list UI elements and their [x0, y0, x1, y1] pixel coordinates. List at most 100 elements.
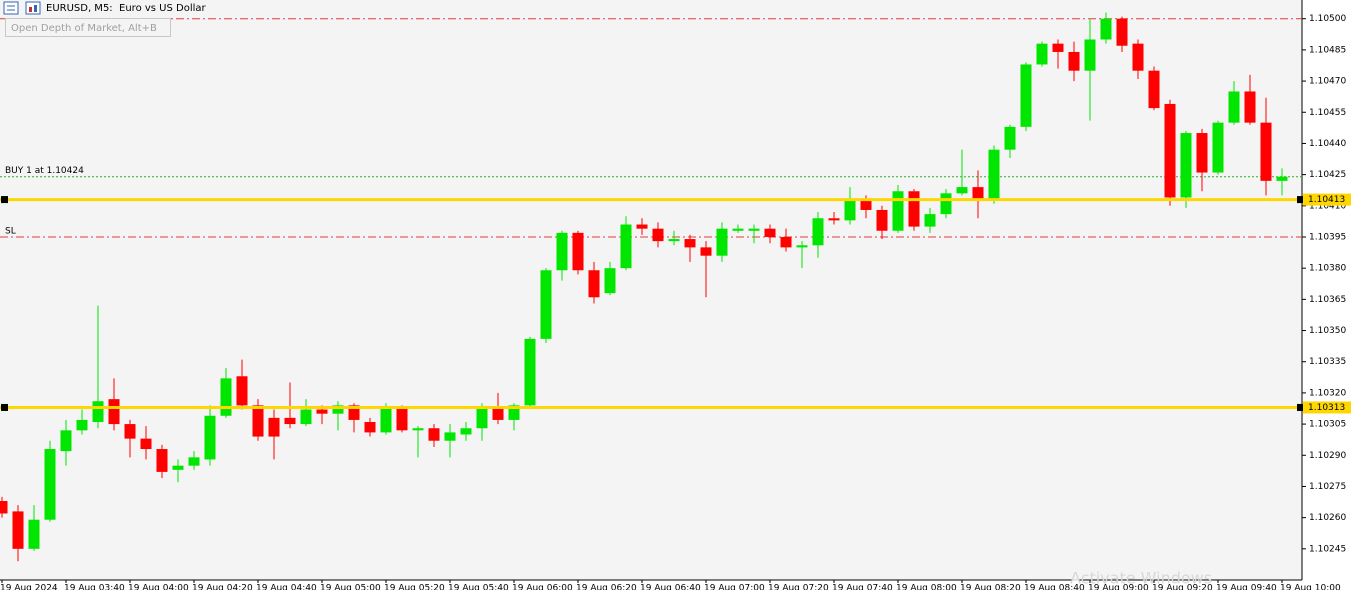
- y-tick-label: 1.10365: [1309, 295, 1346, 305]
- x-tick-label: 19 Aug 09:40: [1216, 584, 1277, 590]
- candle-body: [204, 415, 216, 460]
- level-handle: [1297, 403, 1304, 411]
- candle-body: [156, 449, 168, 472]
- candle-body: [1100, 18, 1112, 40]
- y-tick-label: 1.10275: [1309, 482, 1346, 492]
- candle-body: [476, 407, 488, 429]
- y-tick-label: 1.10425: [1309, 170, 1346, 180]
- candle-body: [1116, 18, 1128, 46]
- candle-body: [268, 417, 280, 437]
- y-tick-label: 1.10260: [1309, 513, 1346, 523]
- icon-bar: [29, 7, 32, 12]
- candle-body: [796, 245, 808, 248]
- plot-area: [0, 0, 1302, 580]
- candle-body: [300, 409, 312, 425]
- candle-body: [140, 438, 152, 450]
- candle-body: [0, 501, 8, 514]
- candle-body: [380, 407, 392, 433]
- candle-body: [876, 209, 888, 231]
- candle-body: [972, 187, 984, 200]
- candle-body: [1052, 43, 1064, 52]
- level-tag: [1303, 401, 1351, 414]
- candle-body: [316, 409, 328, 414]
- candle-body: [460, 428, 472, 435]
- level-label: 1.10413: [1308, 195, 1345, 205]
- candle-body: [748, 228, 760, 231]
- candle-body: [12, 511, 24, 549]
- candle-body: [716, 228, 728, 256]
- candle-body: [364, 422, 376, 433]
- candle-body: [924, 214, 936, 227]
- x-tick-label: 19 Aug 06:20: [576, 584, 637, 590]
- candle-body: [668, 239, 680, 242]
- y-tick-label: 1.10380: [1309, 264, 1346, 274]
- candle-body: [1004, 126, 1016, 150]
- candle-body: [604, 268, 616, 294]
- candle-body: [700, 247, 712, 256]
- candle-body: [236, 376, 248, 406]
- candle-body: [1180, 133, 1192, 198]
- candle-body: [1212, 122, 1224, 173]
- candle-body: [332, 405, 344, 414]
- y-tick-label: 1.10245: [1309, 544, 1346, 554]
- tooltip-box: [5, 18, 171, 37]
- y-tick-label: 1.10335: [1309, 357, 1346, 367]
- order-label: BUY 1 at 1.10424: [5, 166, 84, 176]
- candle-body: [1196, 133, 1208, 173]
- candle-body: [28, 519, 40, 549]
- candle-body: [124, 424, 136, 439]
- candle-body: [540, 270, 552, 339]
- candle-body: [76, 419, 88, 431]
- candle-body: [684, 239, 696, 248]
- candle-body: [348, 405, 360, 420]
- y-tick-label: 1.10395: [1309, 232, 1346, 242]
- candle-body: [764, 228, 776, 237]
- candle-body: [44, 449, 56, 520]
- y-tick-label: 1.10290: [1309, 451, 1346, 461]
- y-tick-label: 1.10500: [1309, 14, 1346, 24]
- candle-body: [620, 224, 632, 269]
- x-tick-label: 19 Aug 05:00: [320, 584, 381, 590]
- candle-body: [652, 228, 664, 242]
- menu-icon[interactable]: [3, 1, 19, 15]
- candle-body: [60, 430, 72, 452]
- candle-body: [108, 399, 120, 425]
- candle-body: [1228, 91, 1240, 123]
- y-tick-label: 1.10455: [1309, 108, 1346, 118]
- level-tag: [1303, 193, 1351, 206]
- candle-body: [1068, 51, 1080, 71]
- chart-icon[interactable]: [25, 1, 41, 15]
- x-tick-label: 19 Aug 04:20: [192, 584, 253, 590]
- icon-bar: [34, 5, 37, 12]
- candle-body: [1244, 91, 1256, 123]
- y-tick-label: 1.10485: [1309, 45, 1346, 55]
- y-tick-label: 1.10410: [1309, 201, 1346, 211]
- level-label: 1.10313: [1308, 403, 1345, 413]
- candle-body: [588, 270, 600, 298]
- x-tick-label: 19 Aug 03:40: [64, 584, 125, 590]
- x-tick-label: 19 Aug 08:40: [1024, 584, 1085, 590]
- x-tick-label: 19 Aug 06:00: [512, 584, 573, 590]
- candle-body: [396, 407, 408, 431]
- candle-body: [572, 232, 584, 271]
- candle-body: [988, 149, 1000, 200]
- x-tick-label: 19 Aug 09:00: [1088, 584, 1149, 590]
- x-tick-label: 19 Aug 07:20: [768, 584, 829, 590]
- candle-body: [908, 191, 920, 227]
- x-tick-label: 19 Aug 05:40: [448, 584, 509, 590]
- y-tick-label: 1.10350: [1309, 326, 1346, 336]
- candle-body: [92, 401, 104, 423]
- candle-body: [780, 236, 792, 248]
- candle-body: [172, 465, 184, 470]
- x-tick-label: 19 Aug 08:00: [896, 584, 957, 590]
- candle-body: [220, 378, 232, 416]
- candle-body: [1164, 103, 1176, 198]
- x-tick-label: 19 Aug 04:00: [128, 584, 189, 590]
- x-tick-label: 19 Aug 06:40: [640, 584, 701, 590]
- x-tick-label: 19 Aug 04:40: [256, 584, 317, 590]
- y-tick-label: 1.10305: [1309, 420, 1346, 430]
- level-handle: [1, 196, 8, 204]
- watermark: Activate Windows: [1070, 569, 1212, 588]
- candle-body: [892, 191, 904, 231]
